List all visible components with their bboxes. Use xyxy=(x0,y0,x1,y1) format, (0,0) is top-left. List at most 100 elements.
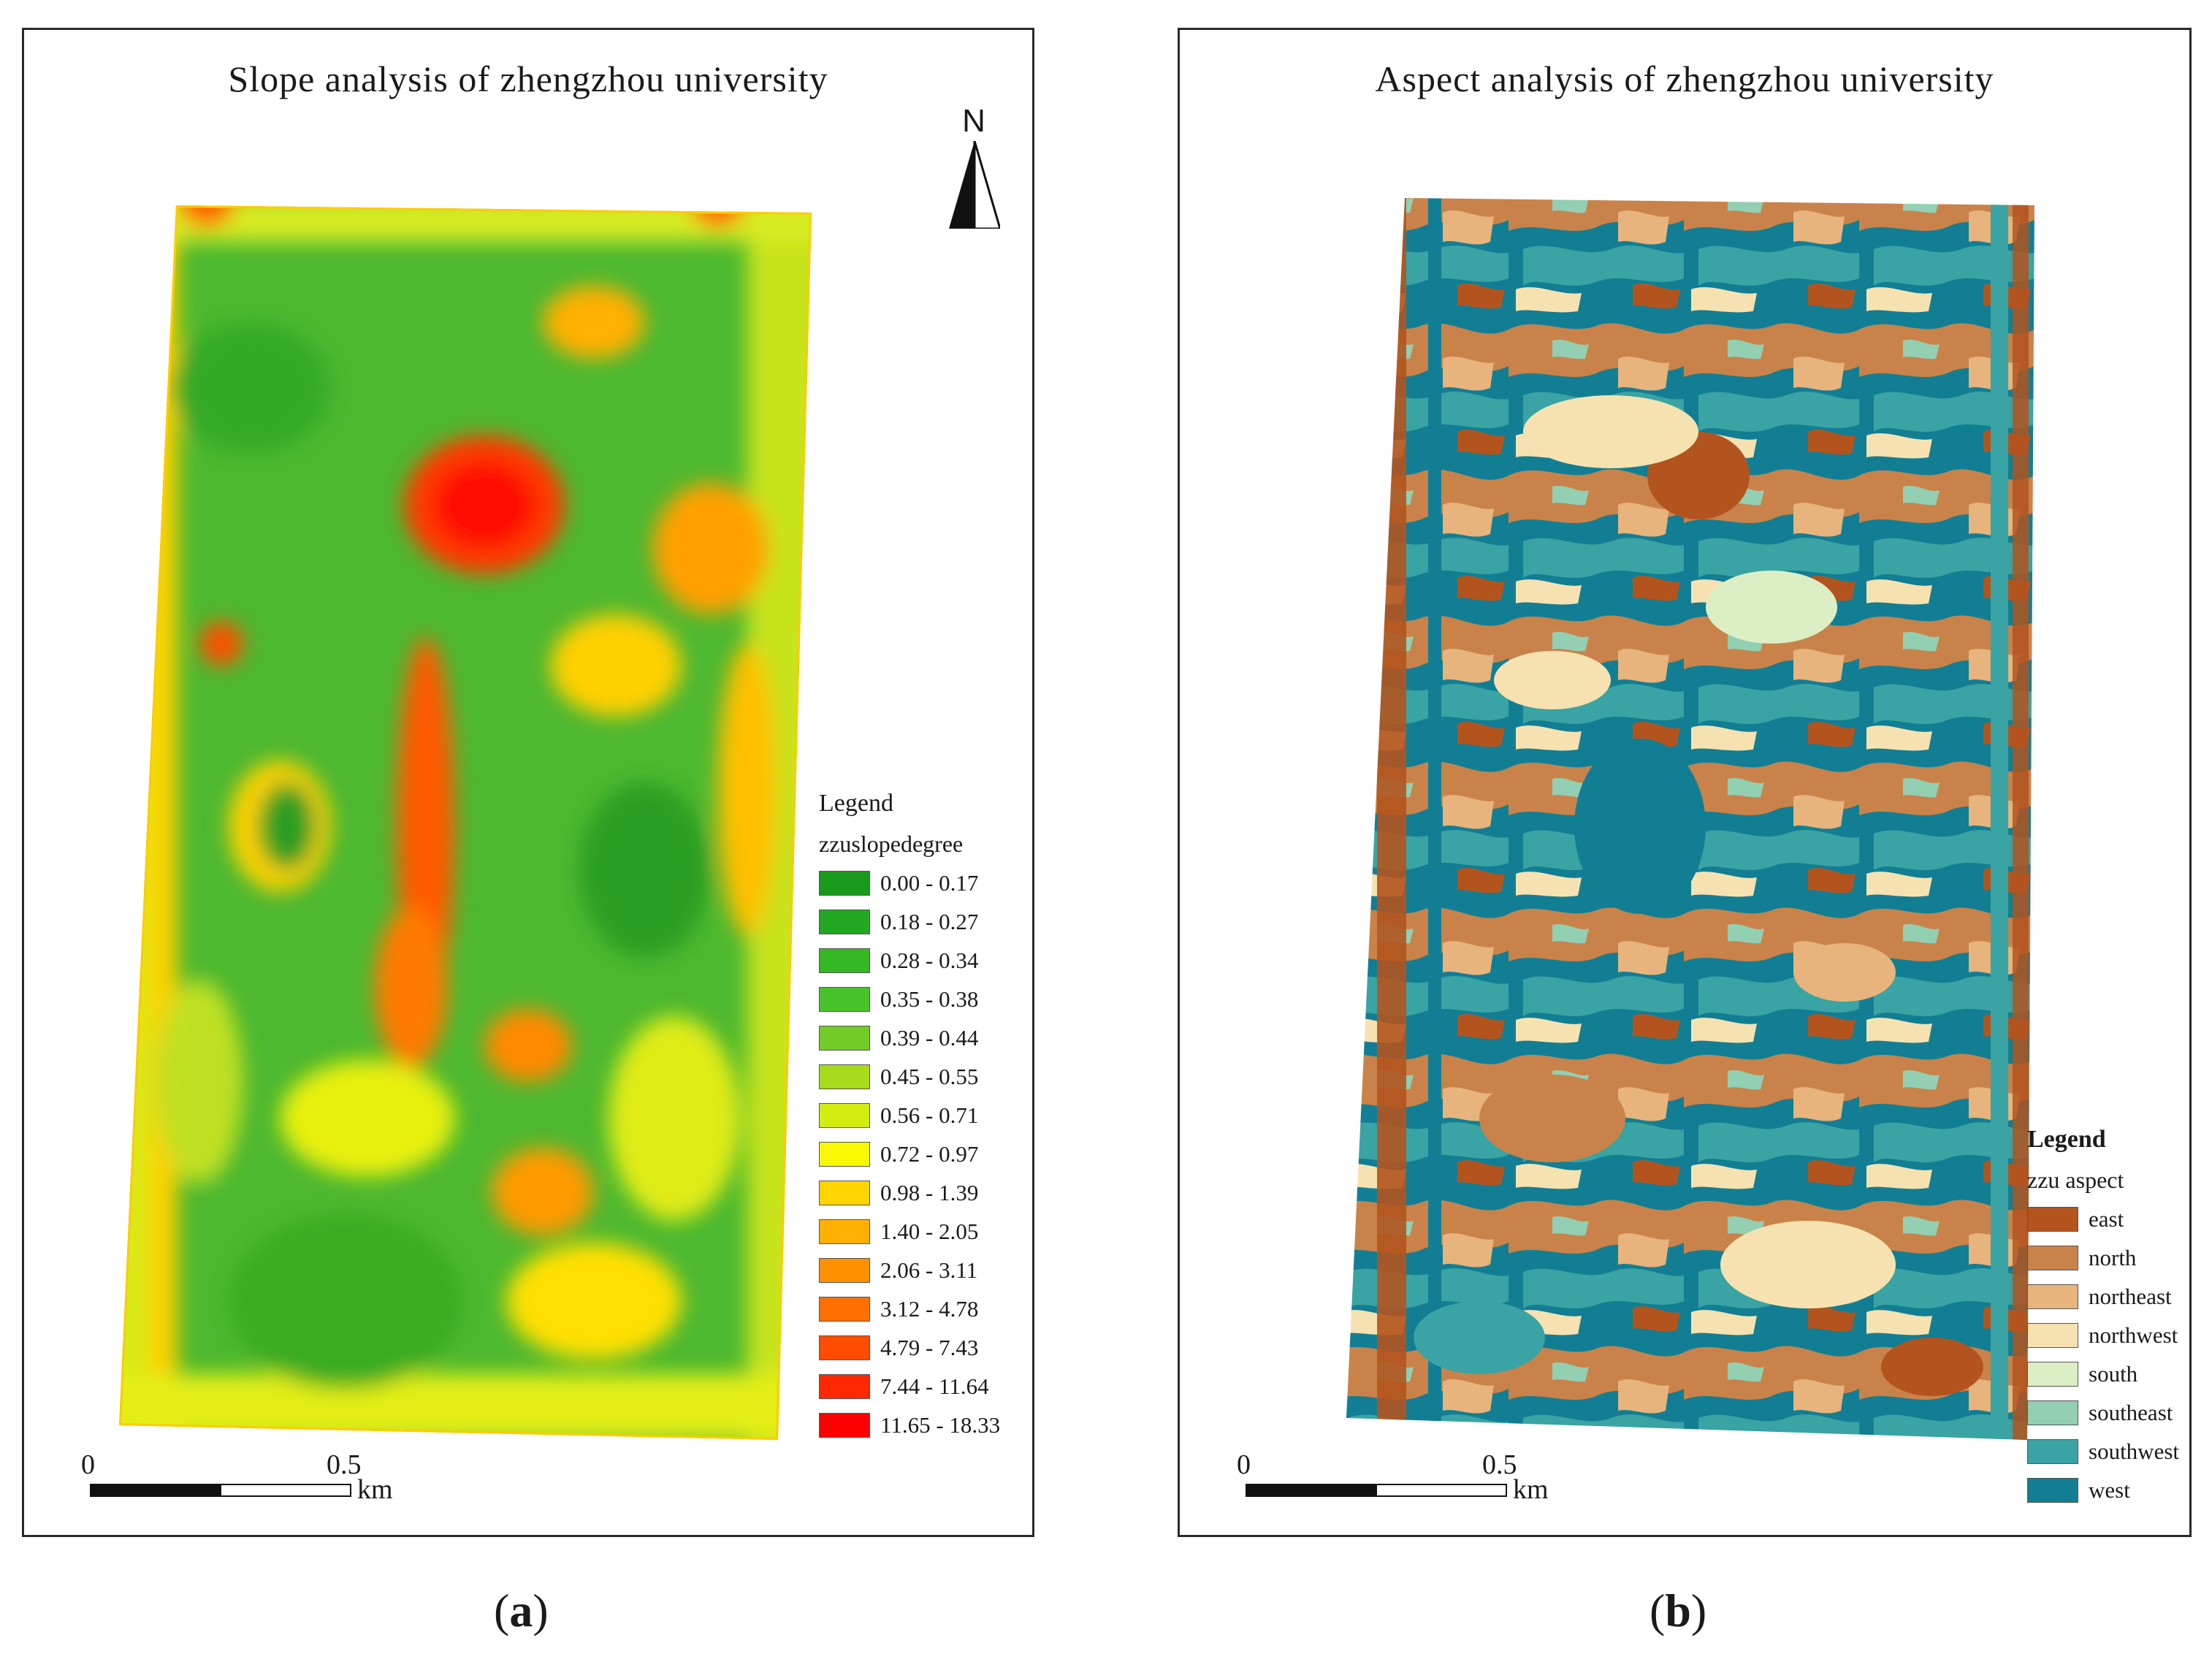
slope-raster xyxy=(119,205,812,1440)
slope-legend: Legend zzuslopedegree 0.00 - 0.17 0.18 - … xyxy=(819,790,1000,1444)
legend-label: 0.00 - 0.17 xyxy=(880,869,979,896)
caption-a-letter: a xyxy=(509,1585,533,1636)
legend-item: north xyxy=(2027,1238,2179,1277)
caption-a: (a) xyxy=(494,1585,549,1636)
legend-item: 2.06 - 3.11 xyxy=(819,1251,1000,1289)
legend-swatch xyxy=(2027,1245,2078,1270)
aspect-legend: Legend zzu aspect east north northeast nort… xyxy=(2027,1126,2179,1509)
legend-swatch xyxy=(2027,1361,2078,1387)
legend-swatch xyxy=(819,870,870,896)
legend-field-name: zzu aspect xyxy=(2027,1167,2124,1193)
legend-swatch xyxy=(819,1296,870,1322)
legend-label: 4.79 - 7.43 xyxy=(880,1334,979,1360)
legend-label: north xyxy=(2089,1244,2137,1270)
legend-label: southeast xyxy=(2089,1399,2173,1425)
legend-rows: east north northeast northwest south southeas… xyxy=(2027,1200,2179,1509)
aspect-raster-map xyxy=(1346,198,2034,1440)
legend-item: 0.98 - 1.39 xyxy=(819,1173,1000,1212)
scale-bar-white-segment xyxy=(1376,1484,1507,1497)
legend-rows: 0.00 - 0.17 0.18 - 0.27 0.28 - 0.34 0.35 - … xyxy=(819,864,1000,1444)
legend-item: west xyxy=(2027,1471,2179,1509)
slope-map-panel: Slope analysis of zhengzhou university xyxy=(22,28,1034,1537)
legend-label: 0.72 - 0.97 xyxy=(880,1140,979,1167)
slope-raster-map xyxy=(119,205,812,1440)
legend-swatch xyxy=(819,1219,870,1244)
legend-swatch xyxy=(2027,1400,2078,1425)
legend-label: 0.98 - 1.39 xyxy=(880,1179,979,1205)
legend-field-name: zzuslopedegree xyxy=(819,831,964,857)
legend-item: 0.39 - 0.44 xyxy=(819,1018,1000,1057)
aspect-map-panel: Aspect analysis of zhengzhou university xyxy=(1178,28,2192,1537)
legend-item: 4.79 - 7.43 xyxy=(819,1328,1000,1367)
legend-item: 0.28 - 0.34 xyxy=(819,941,1000,980)
scale-tick-half: 0.5 xyxy=(327,1449,362,1480)
legend-label: 2.06 - 3.11 xyxy=(880,1257,978,1283)
legend-swatch xyxy=(2027,1284,2078,1309)
legend-item: 11.65 - 18.33 xyxy=(819,1406,1000,1444)
legend-item: northwest xyxy=(2027,1316,2179,1354)
legend-item: 0.18 - 0.27 xyxy=(819,902,1000,941)
legend-item: 0.56 - 0.71 xyxy=(819,1096,1000,1135)
north-letter: N xyxy=(962,103,985,139)
legend-label: northwest xyxy=(2089,1322,2178,1348)
legend-item: 0.35 - 0.38 xyxy=(819,980,1000,1018)
legend-swatch xyxy=(819,1025,870,1051)
legend-swatch xyxy=(819,1257,870,1283)
legend-swatch xyxy=(819,1102,870,1128)
scale-tick-half: 0.5 xyxy=(1482,1449,1517,1480)
scale-unit: km xyxy=(357,1474,393,1505)
aspect-map-title: Aspect analysis of zhengzhou university xyxy=(1375,58,1994,99)
legend-label: 0.56 - 0.71 xyxy=(880,1102,979,1128)
aspect-raster xyxy=(1346,198,2034,1440)
slope-map-title: Slope analysis of zhengzhou university xyxy=(228,58,828,99)
legend-label: 7.44 - 11.64 xyxy=(880,1373,989,1399)
scale-tick-0: 0 xyxy=(1237,1449,1251,1480)
legend-item: east xyxy=(2027,1200,2179,1238)
legend-title: Legend xyxy=(2027,1126,2106,1153)
legend-swatch xyxy=(819,1335,870,1360)
legend-label: 11.65 - 18.33 xyxy=(880,1411,1001,1438)
legend-label: 0.18 - 0.27 xyxy=(880,908,979,934)
legend-item: 3.12 - 4.78 xyxy=(819,1289,1000,1328)
scale-tick-0: 0 xyxy=(81,1449,95,1480)
legend-label: 0.45 - 0.55 xyxy=(880,1063,979,1089)
legend-swatch xyxy=(2027,1322,2078,1348)
scale-bar: 0 0.5 km xyxy=(62,1449,398,1507)
legend-swatch xyxy=(819,1064,870,1089)
legend-swatch xyxy=(819,909,870,934)
scale-bar-black-segment xyxy=(1246,1484,1377,1497)
legend-label: northeast xyxy=(2089,1283,2172,1309)
legend-label: 3.12 - 4.78 xyxy=(880,1295,979,1322)
legend-swatch xyxy=(819,1412,870,1438)
legend-item: 7.44 - 11.64 xyxy=(819,1367,1000,1406)
legend-item: south xyxy=(2027,1354,2179,1393)
caption-b: (b) xyxy=(1650,1585,1707,1636)
legend-label: 0.28 - 0.34 xyxy=(880,947,979,973)
scale-bar-black-segment xyxy=(90,1484,221,1497)
legend-item: 0.72 - 0.97 xyxy=(819,1135,1000,1173)
scale-unit: km xyxy=(1513,1474,1549,1505)
legend-swatch xyxy=(819,1180,870,1205)
legend-label: south xyxy=(2089,1360,2138,1387)
legend-title: Legend xyxy=(819,790,893,817)
legend-swatch xyxy=(2027,1477,2078,1503)
caption-b-letter: b xyxy=(1665,1585,1691,1636)
north-arrow: N xyxy=(945,103,1003,235)
legend-item: 0.45 - 0.55 xyxy=(819,1057,1000,1096)
legend-label: 0.39 - 0.44 xyxy=(880,1024,979,1051)
legend-swatch xyxy=(2027,1438,2078,1464)
legend-item: southwest xyxy=(2027,1432,2179,1471)
scale-bar-white-segment xyxy=(220,1484,351,1497)
legend-item: 0.00 - 0.17 xyxy=(819,864,1000,902)
legend-label: 1.40 - 2.05 xyxy=(880,1218,979,1244)
north-arrow-icon xyxy=(949,141,1000,229)
legend-swatch xyxy=(819,986,870,1012)
legend-label: southwest xyxy=(2089,1438,2179,1464)
legend-swatch xyxy=(819,948,870,973)
legend-item: 1.40 - 2.05 xyxy=(819,1212,1000,1251)
legend-label: 0.35 - 0.38 xyxy=(880,986,979,1012)
legend-label: west xyxy=(2089,1476,2130,1503)
legend-item: northeast xyxy=(2027,1277,2179,1316)
legend-swatch xyxy=(2027,1206,2078,1232)
legend-item: southeast xyxy=(2027,1393,2179,1432)
